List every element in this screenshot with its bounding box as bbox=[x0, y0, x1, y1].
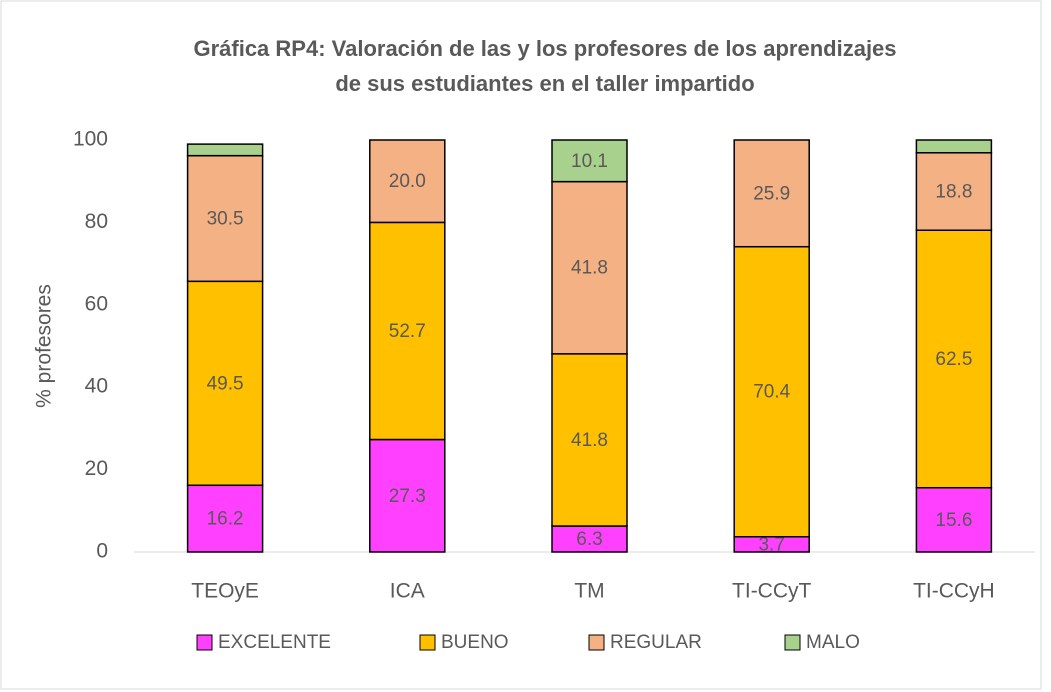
bar-segment bbox=[915, 152, 993, 231]
bar-segment bbox=[551, 353, 628, 527]
chart-title: Gráfica RP4: Valoración de las y los pro… bbox=[193, 36, 896, 61]
x-tick-label: TI-CCyT bbox=[732, 580, 811, 603]
data-label: 30.5 bbox=[207, 209, 244, 230]
x-tick-label: TM bbox=[574, 580, 604, 603]
bar-segment bbox=[369, 438, 446, 553]
data-label: 41.8 bbox=[571, 258, 608, 279]
data-label: 62.5 bbox=[935, 349, 972, 370]
data-label: 70.4 bbox=[753, 382, 790, 403]
legend-label: REGULAR bbox=[610, 632, 702, 653]
bar-segment bbox=[915, 486, 993, 553]
bar-segment bbox=[551, 139, 628, 183]
legend-swatch bbox=[784, 634, 801, 651]
x-tick-label: ICA bbox=[390, 580, 425, 603]
data-label: 20.0 bbox=[389, 171, 426, 192]
data-label: 41.8 bbox=[571, 430, 608, 451]
bar-segment bbox=[186, 280, 264, 487]
y-axis-label: % profesores bbox=[33, 284, 56, 408]
data-label: 52.7 bbox=[389, 321, 426, 342]
x-tick-label: TEOyE bbox=[191, 580, 259, 603]
y-tick-label: 20 bbox=[85, 457, 108, 480]
legend-swatch bbox=[419, 634, 436, 651]
legend-label: EXCELENTE bbox=[218, 632, 331, 653]
chart-subtitle: de sus estudiantes en el taller impartid… bbox=[335, 71, 754, 96]
data-label: 49.5 bbox=[207, 373, 244, 394]
bar-segment bbox=[551, 180, 628, 355]
bar-segment bbox=[551, 525, 628, 553]
data-label: 18.8 bbox=[935, 182, 972, 203]
data-label: 6.3 bbox=[576, 529, 602, 550]
data-label: 27.3 bbox=[389, 486, 426, 507]
y-tick-label: 100 bbox=[73, 128, 108, 151]
bar-segment bbox=[733, 245, 810, 538]
data-label: 16.2 bbox=[207, 509, 244, 530]
legend-label: MALO bbox=[806, 632, 860, 653]
bar-segment bbox=[915, 139, 993, 154]
x-tick-label: TI-CCyH bbox=[913, 580, 995, 603]
bar-segment bbox=[186, 143, 264, 157]
data-label: 3.7 bbox=[758, 534, 784, 555]
y-tick-label: 0 bbox=[96, 540, 108, 563]
data-label: 15.6 bbox=[935, 510, 972, 531]
legend-swatch bbox=[196, 634, 213, 651]
bar-segment bbox=[369, 221, 446, 441]
y-tick-label: 60 bbox=[85, 292, 108, 315]
legend-label: BUENO bbox=[441, 632, 509, 653]
data-label: 10.1 bbox=[571, 151, 608, 172]
bar-segment bbox=[733, 139, 810, 248]
y-tick-label: 80 bbox=[85, 210, 108, 233]
y-tick-label: 40 bbox=[85, 375, 108, 398]
legend-swatch bbox=[588, 634, 605, 651]
data-label: 25.9 bbox=[753, 183, 790, 204]
bar-segment bbox=[369, 139, 446, 224]
bar-segment bbox=[186, 484, 264, 553]
